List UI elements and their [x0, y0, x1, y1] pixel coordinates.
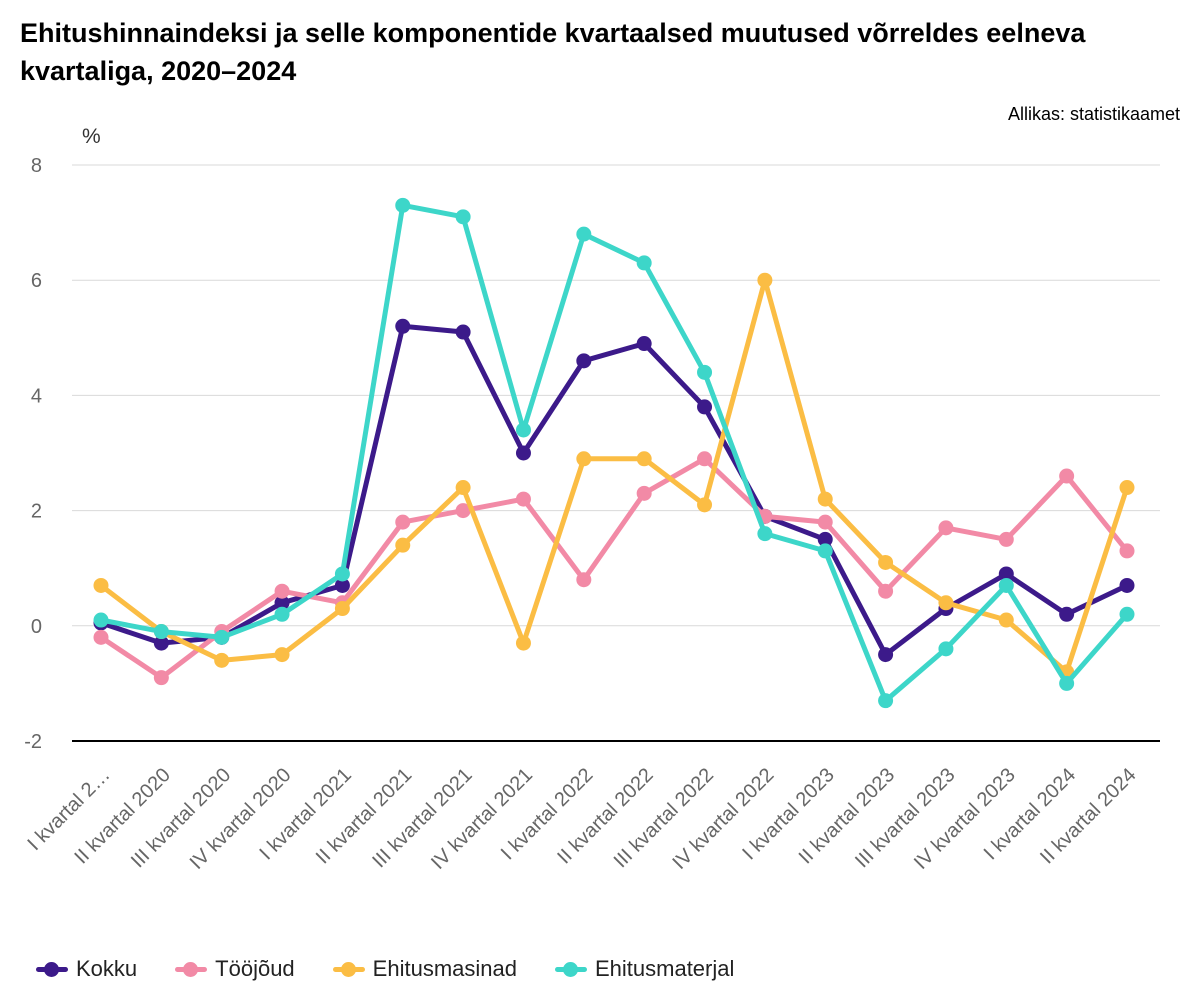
series-0-point [455, 324, 471, 340]
series-0-point [1059, 606, 1075, 622]
legend-swatch [36, 962, 68, 977]
series-2-point [214, 652, 230, 668]
series-2-point [515, 635, 531, 651]
series-3-point [153, 624, 169, 640]
series-0-point [576, 353, 592, 369]
y-tick-label: 0 [31, 616, 42, 638]
series-1-point [998, 531, 1014, 547]
series-1-point [817, 514, 833, 530]
series-3-point [757, 526, 773, 542]
legend-swatch [332, 962, 365, 977]
y-tick-label: 2 [31, 501, 42, 523]
series-2-point [878, 554, 894, 570]
y-tick-label: -2 [24, 731, 42, 753]
series-1-point [1119, 543, 1135, 559]
series-3-point [395, 197, 411, 213]
legend-label: Ehitusmaterjal [594, 956, 735, 981]
series-2-point [334, 601, 350, 617]
series-0-point [395, 318, 411, 334]
series-2-point [938, 595, 954, 611]
series-0-line [98, 323, 1130, 658]
series-3-point [636, 255, 652, 271]
legend-label: Tööjõud [215, 956, 295, 981]
series-0-point [1119, 577, 1135, 593]
legend-swatch-dot [562, 962, 578, 977]
series-0-point [878, 647, 894, 663]
series-1-point [697, 451, 713, 467]
series-3-point [878, 693, 894, 709]
legend-swatch-dot [183, 962, 199, 977]
legend-swatch [554, 962, 587, 977]
series-3-point [938, 641, 954, 657]
series-1-point [455, 503, 471, 519]
series-3-point [998, 577, 1014, 593]
series-2-point [395, 537, 411, 553]
y-tick-label: 6 [31, 270, 42, 292]
series-3-point [515, 422, 531, 438]
y-axis-label: % [82, 125, 101, 148]
series-1-point [878, 583, 894, 599]
y-tick-label: 4 [31, 385, 42, 407]
legend-swatch [175, 962, 208, 977]
series-3-point [214, 629, 230, 645]
series-0-point [334, 577, 350, 593]
y-tick-label: 8 [31, 155, 42, 177]
legend-swatch-dot [340, 962, 356, 977]
series-1-point [153, 670, 169, 686]
series-2-point [757, 272, 773, 288]
chart-title: Ehitushinnaindeksi ja selle komponentide… [20, 18, 1086, 86]
series-2-point [1119, 480, 1135, 496]
series-3-point [93, 612, 109, 628]
series-2-point [697, 497, 713, 513]
series-3-point [817, 543, 833, 559]
legend-item[interactable]: Tööjõud [175, 956, 295, 982]
series-1-point [636, 485, 652, 501]
legend-item[interactable]: Kokku [36, 956, 137, 982]
series-1-point [576, 572, 592, 588]
series-3-point [274, 606, 290, 622]
series-1-line [98, 456, 1130, 681]
series-3-point [1059, 675, 1075, 691]
series-0-point [636, 336, 652, 352]
series-0-point [274, 595, 290, 611]
series-1-point [938, 520, 954, 536]
series-3-point [576, 226, 592, 242]
series-2-point [93, 577, 109, 593]
series-1-point [93, 629, 109, 645]
series-0-point [153, 635, 169, 651]
series-1-point [1059, 468, 1075, 484]
legend-item[interactable]: Ehitusmasinad [332, 956, 517, 982]
series-1-point [395, 514, 411, 530]
legend-swatch-dot [44, 962, 59, 977]
series-2-point [998, 612, 1014, 628]
legend-item[interactable]: Ehitusmaterjal [554, 956, 735, 982]
series-3-point [334, 566, 350, 582]
series-0-point [697, 399, 713, 415]
series-2-point [817, 491, 833, 507]
series-2-line [98, 277, 1130, 675]
series-0-point [817, 531, 833, 547]
chart-legend: Kokku Tööjõud Ehitusmasinad Ehitusmaterjal [36, 956, 734, 982]
legend-label: Ehitusmasinad [372, 956, 517, 981]
source-note: Allikas: statistikaamet [1007, 104, 1180, 124]
series-1-point [515, 491, 531, 507]
series-3-point [1119, 606, 1135, 622]
series-2-point [455, 480, 471, 496]
series-2-point [576, 451, 592, 467]
legend-label: Kokku [76, 956, 138, 981]
series-2-point [274, 647, 290, 663]
series-3-point [455, 209, 471, 225]
series-1-point [274, 583, 290, 599]
series-3-point [697, 364, 713, 380]
series-0-point [998, 566, 1014, 582]
series-0-point [515, 445, 531, 461]
series-3-line [98, 202, 1130, 704]
series-2-point [636, 451, 652, 467]
